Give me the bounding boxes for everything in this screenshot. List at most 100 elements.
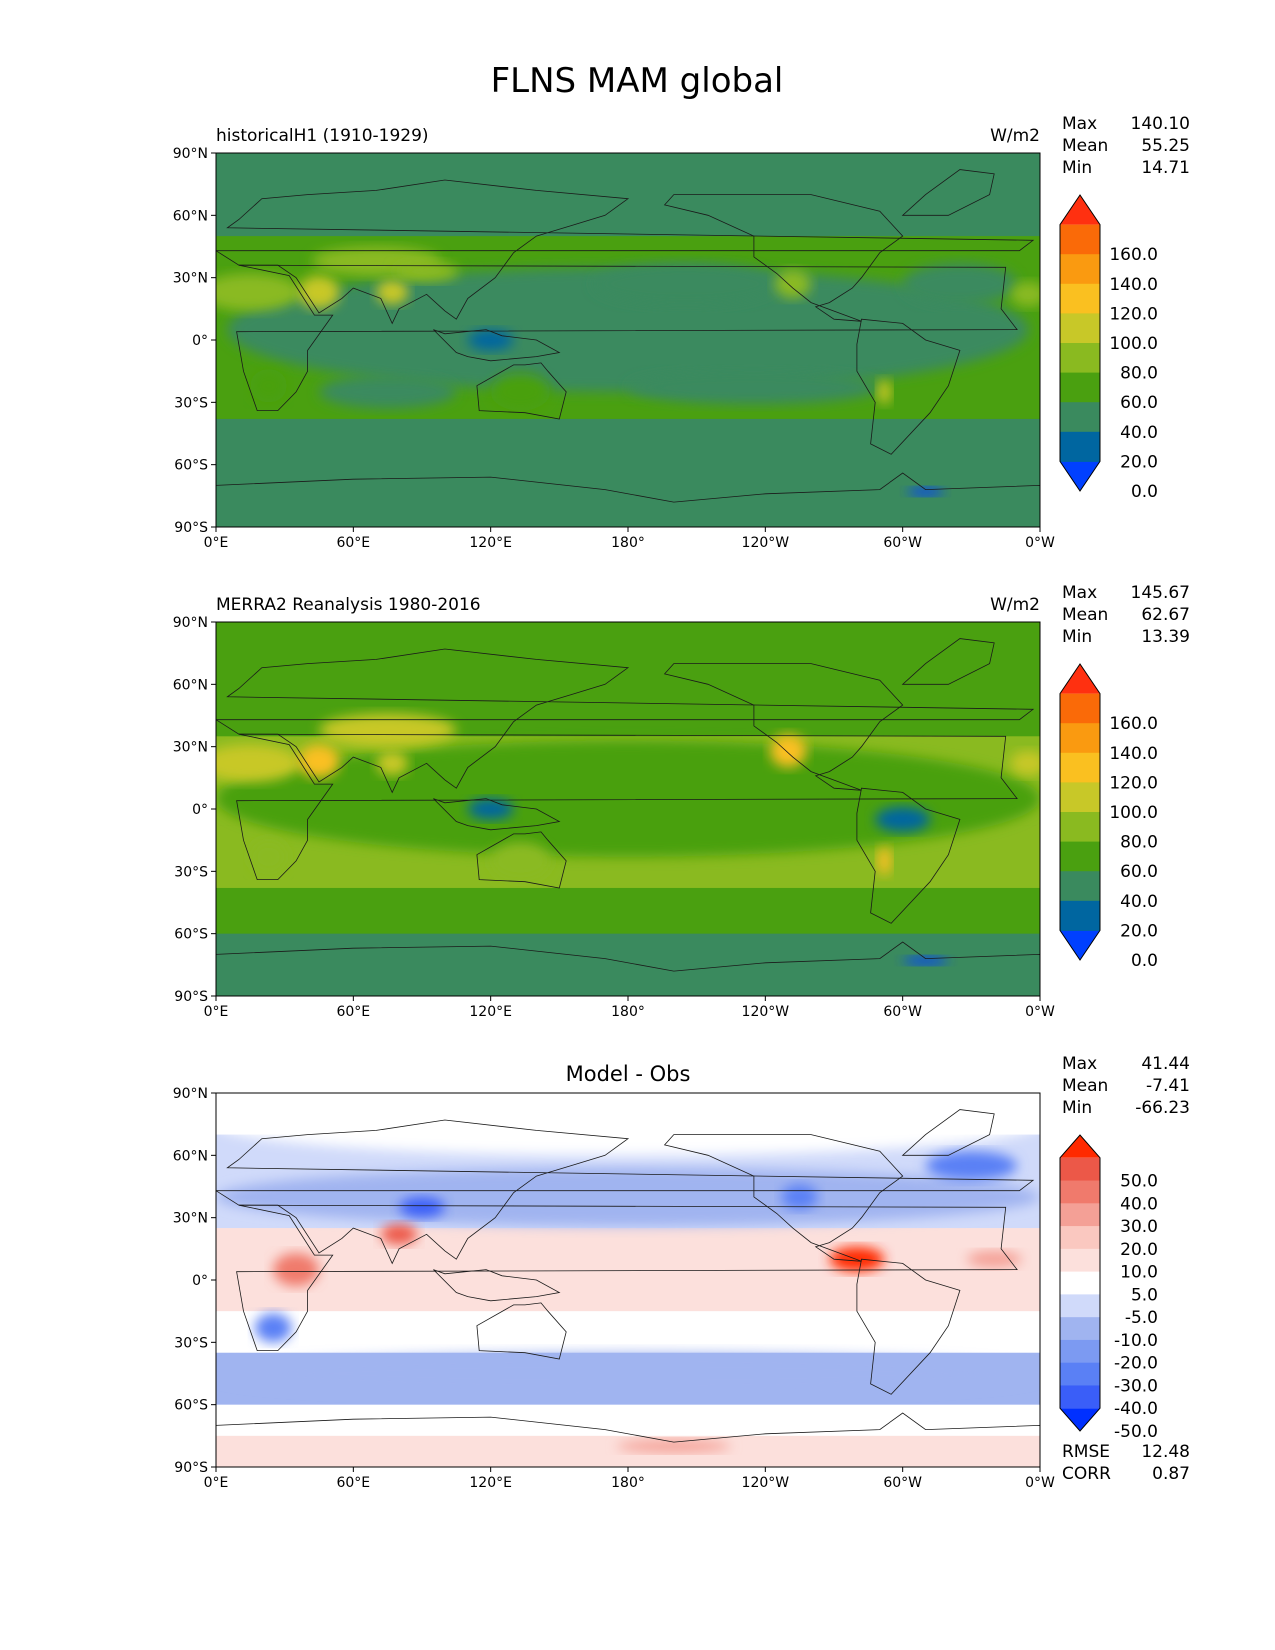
- colorbar-label: -30.0: [1114, 1376, 1158, 1396]
- colorbar-label: 60.0: [1120, 862, 1158, 882]
- colorbar-segment: [1060, 283, 1100, 314]
- panel-left-title: historicalH1 (1910-1929): [216, 126, 429, 146]
- field-region: [273, 1252, 319, 1287]
- colorbar-segment: [1060, 1157, 1100, 1182]
- latitude-band: [216, 933, 1040, 996]
- coastline: [663, 194, 904, 322]
- colorbar-segment: [1060, 254, 1100, 285]
- y-tick-label: 0°: [192, 1273, 208, 1289]
- colorbar-segment: [1060, 1339, 1100, 1364]
- field-region: [467, 798, 514, 820]
- colorbar-label: 100.0: [1109, 334, 1158, 354]
- colorbar-label: -50.0: [1114, 1422, 1158, 1442]
- colorbar-outline: [1059, 663, 1101, 961]
- field-region: [216, 1167, 1040, 1226]
- stat-label: Mean: [1062, 605, 1108, 625]
- colorbar-outline: [1059, 194, 1101, 492]
- field-region: [593, 263, 777, 305]
- coastline: [216, 941, 1040, 996]
- stat-label: Mean: [1062, 136, 1108, 156]
- y-tick-label: 30°S: [174, 864, 208, 880]
- coastline: [476, 362, 567, 420]
- x-tick-label: 60°W: [883, 535, 922, 551]
- panel-historical: 0°E 60°E 120°E 180° 120°W 60°W 0°W 90°N 60°N 30°N…: [173, 114, 1190, 551]
- stat-label: Mean: [1062, 1076, 1108, 1096]
- field-region: [250, 840, 287, 874]
- field-region: [875, 806, 931, 832]
- colorbar-segment: [1060, 313, 1100, 344]
- field-region: [769, 734, 807, 768]
- colorbar-label: -20.0: [1114, 1354, 1158, 1374]
- coastline: [901, 1109, 995, 1156]
- coastline: [476, 1302, 567, 1360]
- colorbar-segment: [1060, 841, 1100, 872]
- y-tick-label: 30°S: [174, 1335, 208, 1351]
- colorbar-label: 160.0: [1109, 714, 1158, 734]
- y-tick-label: 30°S: [174, 395, 208, 411]
- field-region: [250, 369, 287, 403]
- coastline: [663, 1134, 904, 1262]
- x-tick-label: 120°E: [469, 1475, 512, 1491]
- field-region: [925, 1151, 1018, 1181]
- colorbar-segment: [1060, 372, 1100, 403]
- stat-value: 13.39: [1141, 627, 1190, 647]
- colorbar-segment: [1060, 812, 1100, 843]
- panel-center-title: Model - Obs: [566, 1062, 691, 1086]
- coastline: [901, 638, 995, 685]
- colorbar-segment: [1060, 1362, 1100, 1386]
- field-region: [490, 373, 551, 411]
- field-region: [902, 956, 949, 965]
- colorbar-segment: [1060, 1248, 1100, 1273]
- coastline: [216, 1412, 1040, 1467]
- x-tick-label: 180°: [611, 1475, 645, 1491]
- coastline: [856, 787, 961, 924]
- coastline: [216, 1119, 1035, 1265]
- field-region: [774, 269, 812, 299]
- field-region: [216, 1352, 1040, 1395]
- y-tick-label: 30°N: [173, 271, 208, 287]
- field-region: [1010, 750, 1040, 776]
- colorbar-label: 140.0: [1109, 275, 1158, 295]
- x-tick-label: 120°E: [469, 535, 512, 551]
- y-tick-label: 60°S: [174, 927, 208, 943]
- colorbar-segment: [1060, 224, 1100, 255]
- x-tick-label: 120°W: [742, 1475, 790, 1491]
- colorbar-label: 5.0: [1131, 1285, 1158, 1305]
- latitude-band: [216, 1435, 1040, 1467]
- field-region: [376, 750, 409, 776]
- panel-left-title: MERRA2 Reanalysis 1980-2016: [216, 595, 481, 615]
- y-tick-label: 90°N: [173, 1086, 208, 1102]
- colorbar-segment: [1060, 431, 1100, 462]
- y-tick-label: 30°N: [173, 740, 208, 756]
- colorbar: 160.0 140.0 120.0 100.0 80.0 60.0 40.0 20.0 0.0: [1059, 194, 1158, 502]
- stat-label: RMSE: [1062, 1442, 1110, 1462]
- field-region: [628, 371, 880, 405]
- colorbar-label: -10.0: [1114, 1331, 1158, 1351]
- stat-label: Min: [1062, 158, 1092, 178]
- coastline: [236, 733, 1018, 880]
- field-region: [467, 329, 514, 351]
- y-tick-label: 0°: [192, 802, 208, 818]
- field-region: [781, 1184, 818, 1210]
- x-tick-label: 0°E: [204, 1475, 229, 1491]
- colorbar-label: 20.0: [1120, 452, 1158, 472]
- x-tick-label: 60°W: [883, 1475, 922, 1491]
- field-region: [216, 1093, 1040, 1156]
- coastline: [901, 169, 995, 216]
- x-tick-label: 60°E: [336, 535, 370, 551]
- stat-value: 12.48: [1141, 1442, 1190, 1462]
- field-region: [616, 1439, 731, 1453]
- coastline: [856, 1258, 961, 1395]
- coastline: [216, 179, 1035, 325]
- colorbar-segment: [1060, 343, 1100, 374]
- field-region: [319, 713, 457, 747]
- stat-value: 14.71: [1141, 158, 1190, 178]
- x-tick-label: 60°E: [336, 1004, 370, 1020]
- map-field: [216, 622, 1040, 996]
- colorbar: 50.040.0 30.0 20.0 10.05.0 -5.0 -10.0 -20.0-30…: [1059, 1134, 1158, 1442]
- coastline: [433, 1269, 561, 1302]
- latitude-band: [216, 153, 1040, 238]
- colorbar-label: 160.0: [1109, 245, 1158, 265]
- colorbar-label: 20.0: [1120, 1240, 1158, 1260]
- coastline: [216, 648, 1035, 794]
